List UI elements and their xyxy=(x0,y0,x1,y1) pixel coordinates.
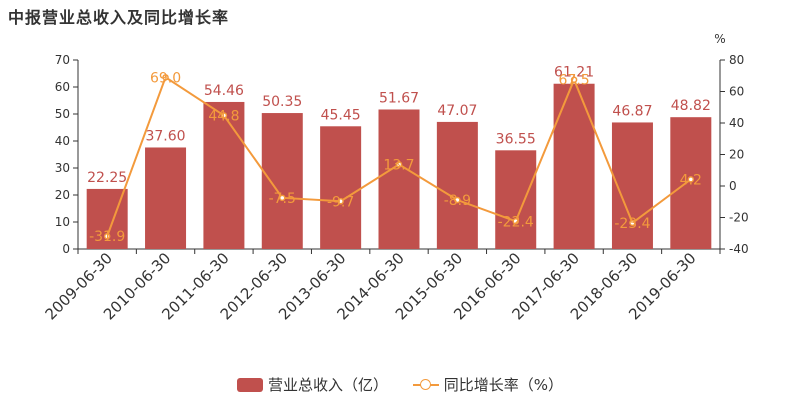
y-right-tick-label: 0 xyxy=(729,179,737,193)
line-point xyxy=(103,232,111,240)
line-data-label: -7.5 xyxy=(269,191,296,207)
line-data-label: -8.9 xyxy=(444,193,471,209)
line-data-label: 69.0 xyxy=(150,70,181,86)
bar-data-label: 50.35 xyxy=(262,94,302,110)
bar-data-label: 54.46 xyxy=(204,83,244,99)
bar-data-label: 51.67 xyxy=(379,90,419,106)
line-data-label: 67.5 xyxy=(559,73,590,89)
chart-title: 中报营业总收入及同比增长率 xyxy=(8,8,230,27)
bar xyxy=(436,121,478,249)
line-point xyxy=(687,176,695,183)
bar xyxy=(203,101,245,249)
bar-data-label: 45.45 xyxy=(321,107,361,123)
y-left-tick-label: 40 xyxy=(55,134,70,148)
y-left-tick-label: 70 xyxy=(55,53,70,67)
bar xyxy=(145,147,187,249)
bar xyxy=(670,117,712,249)
bar xyxy=(378,109,420,249)
line-point xyxy=(162,74,169,81)
y-right-tick-label: 60 xyxy=(729,85,744,99)
bar-data-label: 37.60 xyxy=(145,128,185,144)
bar xyxy=(611,122,653,249)
chart-plot: 010203040506070-40-20020406080%2009-06-3… xyxy=(42,32,749,323)
line-data-label: 13.7 xyxy=(383,157,414,173)
line-data-label: -22.4 xyxy=(498,214,534,230)
line-point xyxy=(629,219,636,227)
line-point xyxy=(570,76,578,83)
y-left-tick-label: 20 xyxy=(55,188,70,202)
legend-item-line[interactable]: 同比增长率（%） xyxy=(412,374,564,395)
y-right-tick-label: -20 xyxy=(729,211,749,225)
line-data-label: -23.4 xyxy=(614,216,650,232)
line-data-label: -9.7 xyxy=(327,194,354,210)
bar-data-label: 36.55 xyxy=(496,131,536,147)
bar-data-label: 46.87 xyxy=(612,103,652,119)
bar-data-label: 48.82 xyxy=(671,98,711,114)
y-right-tick-label: 40 xyxy=(729,116,744,130)
legend-item-bar[interactable]: 营业总收入（亿） xyxy=(236,374,388,395)
line-point xyxy=(454,196,461,204)
bar xyxy=(553,83,595,249)
y-left-tick-label: 10 xyxy=(55,215,70,229)
y-left-tick-label: 30 xyxy=(55,161,70,175)
legend-label-line: 同比增长率（%） xyxy=(443,376,564,394)
y-left-tick-label: 50 xyxy=(55,107,70,121)
bar-data-label: 61.21 xyxy=(554,65,594,81)
line-data-label: 4.2 xyxy=(680,172,702,188)
legend-swatch-bar xyxy=(236,377,263,392)
line-point xyxy=(395,161,403,168)
line-point xyxy=(220,112,228,119)
legend-swatch-line xyxy=(412,378,439,392)
line-point xyxy=(279,194,286,202)
line-point xyxy=(337,198,344,205)
y-left-tick-label: 60 xyxy=(55,80,70,94)
line-data-label: 44.8 xyxy=(208,108,239,124)
chart-legend: 营业总收入（亿） 同比增长率（%） xyxy=(0,374,800,396)
y-right-tick-label: 20 xyxy=(729,148,744,162)
y-right-tick-label: -40 xyxy=(729,242,749,256)
bar xyxy=(261,113,303,250)
y-left-tick-label: 0 xyxy=(62,242,70,256)
line-data-label: -31.9 xyxy=(89,229,125,245)
y-right-axis-label: % xyxy=(714,32,725,46)
y-right-tick-label: 80 xyxy=(729,53,744,67)
legend-label-bar: 营业总收入（亿） xyxy=(267,376,388,394)
bar xyxy=(495,150,537,249)
bar-data-label: 22.25 xyxy=(87,170,127,186)
bar xyxy=(320,126,362,249)
bar-data-label: 47.07 xyxy=(437,103,477,119)
line-point xyxy=(512,218,519,225)
